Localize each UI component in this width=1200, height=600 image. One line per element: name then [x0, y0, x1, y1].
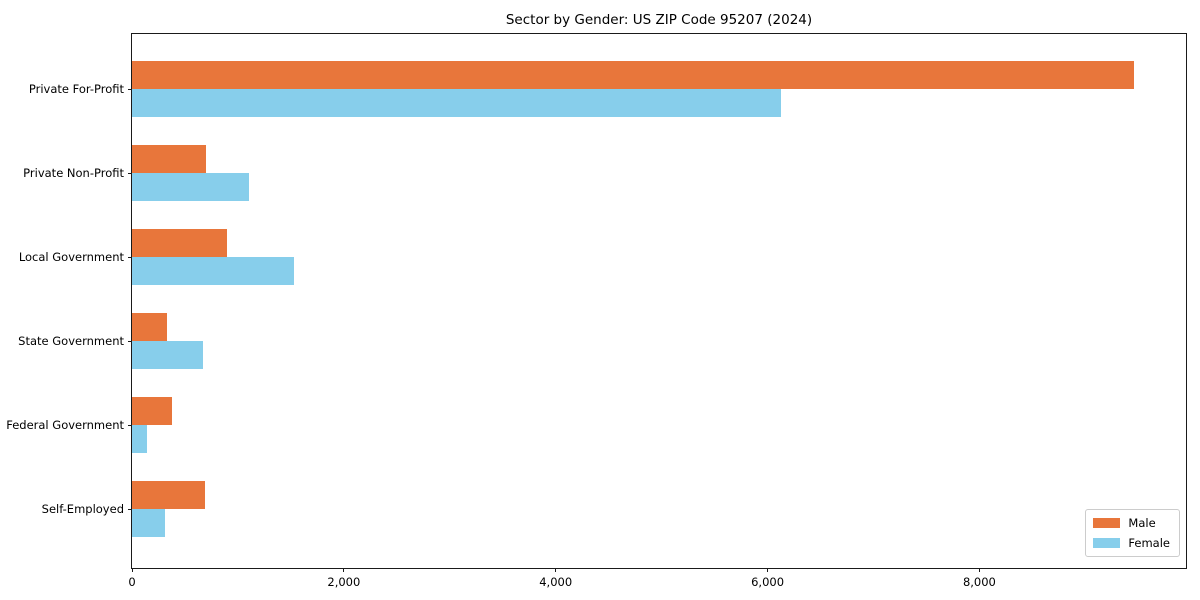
y-axis-tick — [128, 88, 132, 90]
bar-female-bottom — [132, 89, 782, 117]
y-axis-tick — [128, 508, 132, 510]
x-axis-tick — [767, 568, 769, 572]
x-axis-tick — [978, 568, 980, 572]
y-axis-tick — [128, 424, 132, 426]
plot-area: Male Female Private For-Profit Private Non… — [6, 33, 1187, 589]
x-axis-tick — [555, 568, 557, 572]
bar-female-bottom — [132, 509, 165, 537]
y-category-label: Private Non-Profit — [23, 166, 124, 180]
bar-female-bottom — [132, 173, 249, 201]
bar-female-bottom — [132, 257, 295, 285]
bar-male-top — [132, 481, 206, 509]
y-category-label: Private For-Profit — [28, 82, 124, 96]
legend-item-female: Female — [1093, 536, 1170, 550]
y-axis-tick — [128, 256, 132, 258]
x-tick-label: 4,000 — [539, 575, 573, 589]
y-axis-tick — [128, 340, 132, 342]
y-category-label: Local Government — [18, 250, 124, 264]
chart-title: Sector by Gender: US ZIP Code 95207 (202… — [505, 12, 813, 28]
legend: Male Female — [1085, 509, 1180, 557]
y-category-label: Self-Employed — [41, 502, 124, 516]
legend-item-male: Male — [1093, 516, 1170, 530]
x-axis-tick — [131, 568, 133, 572]
legend-label: Female — [1128, 536, 1170, 550]
legend-label: Male — [1128, 516, 1156, 530]
bar-female-bottom — [132, 341, 203, 369]
y-category-label: Federal Government — [6, 418, 124, 432]
bar-male-top — [132, 313, 167, 341]
legend-swatch-female — [1093, 538, 1121, 548]
x-tick-label: 2,000 — [327, 575, 361, 589]
bar-male-top — [132, 145, 207, 173]
x-axis-tick — [343, 568, 345, 572]
legend-swatch-male — [1093, 518, 1121, 528]
x-tick-label: 0 — [128, 575, 136, 589]
bar-male-top — [132, 397, 173, 425]
bar-male-top — [132, 229, 228, 257]
bar-female-bottom — [132, 425, 147, 453]
y-category-label: State Government — [18, 334, 124, 348]
x-tick-label: 6,000 — [751, 575, 785, 589]
x-tick-label: 8,000 — [962, 575, 996, 589]
bar-male-top — [132, 61, 1135, 89]
y-axis-tick — [128, 172, 132, 174]
